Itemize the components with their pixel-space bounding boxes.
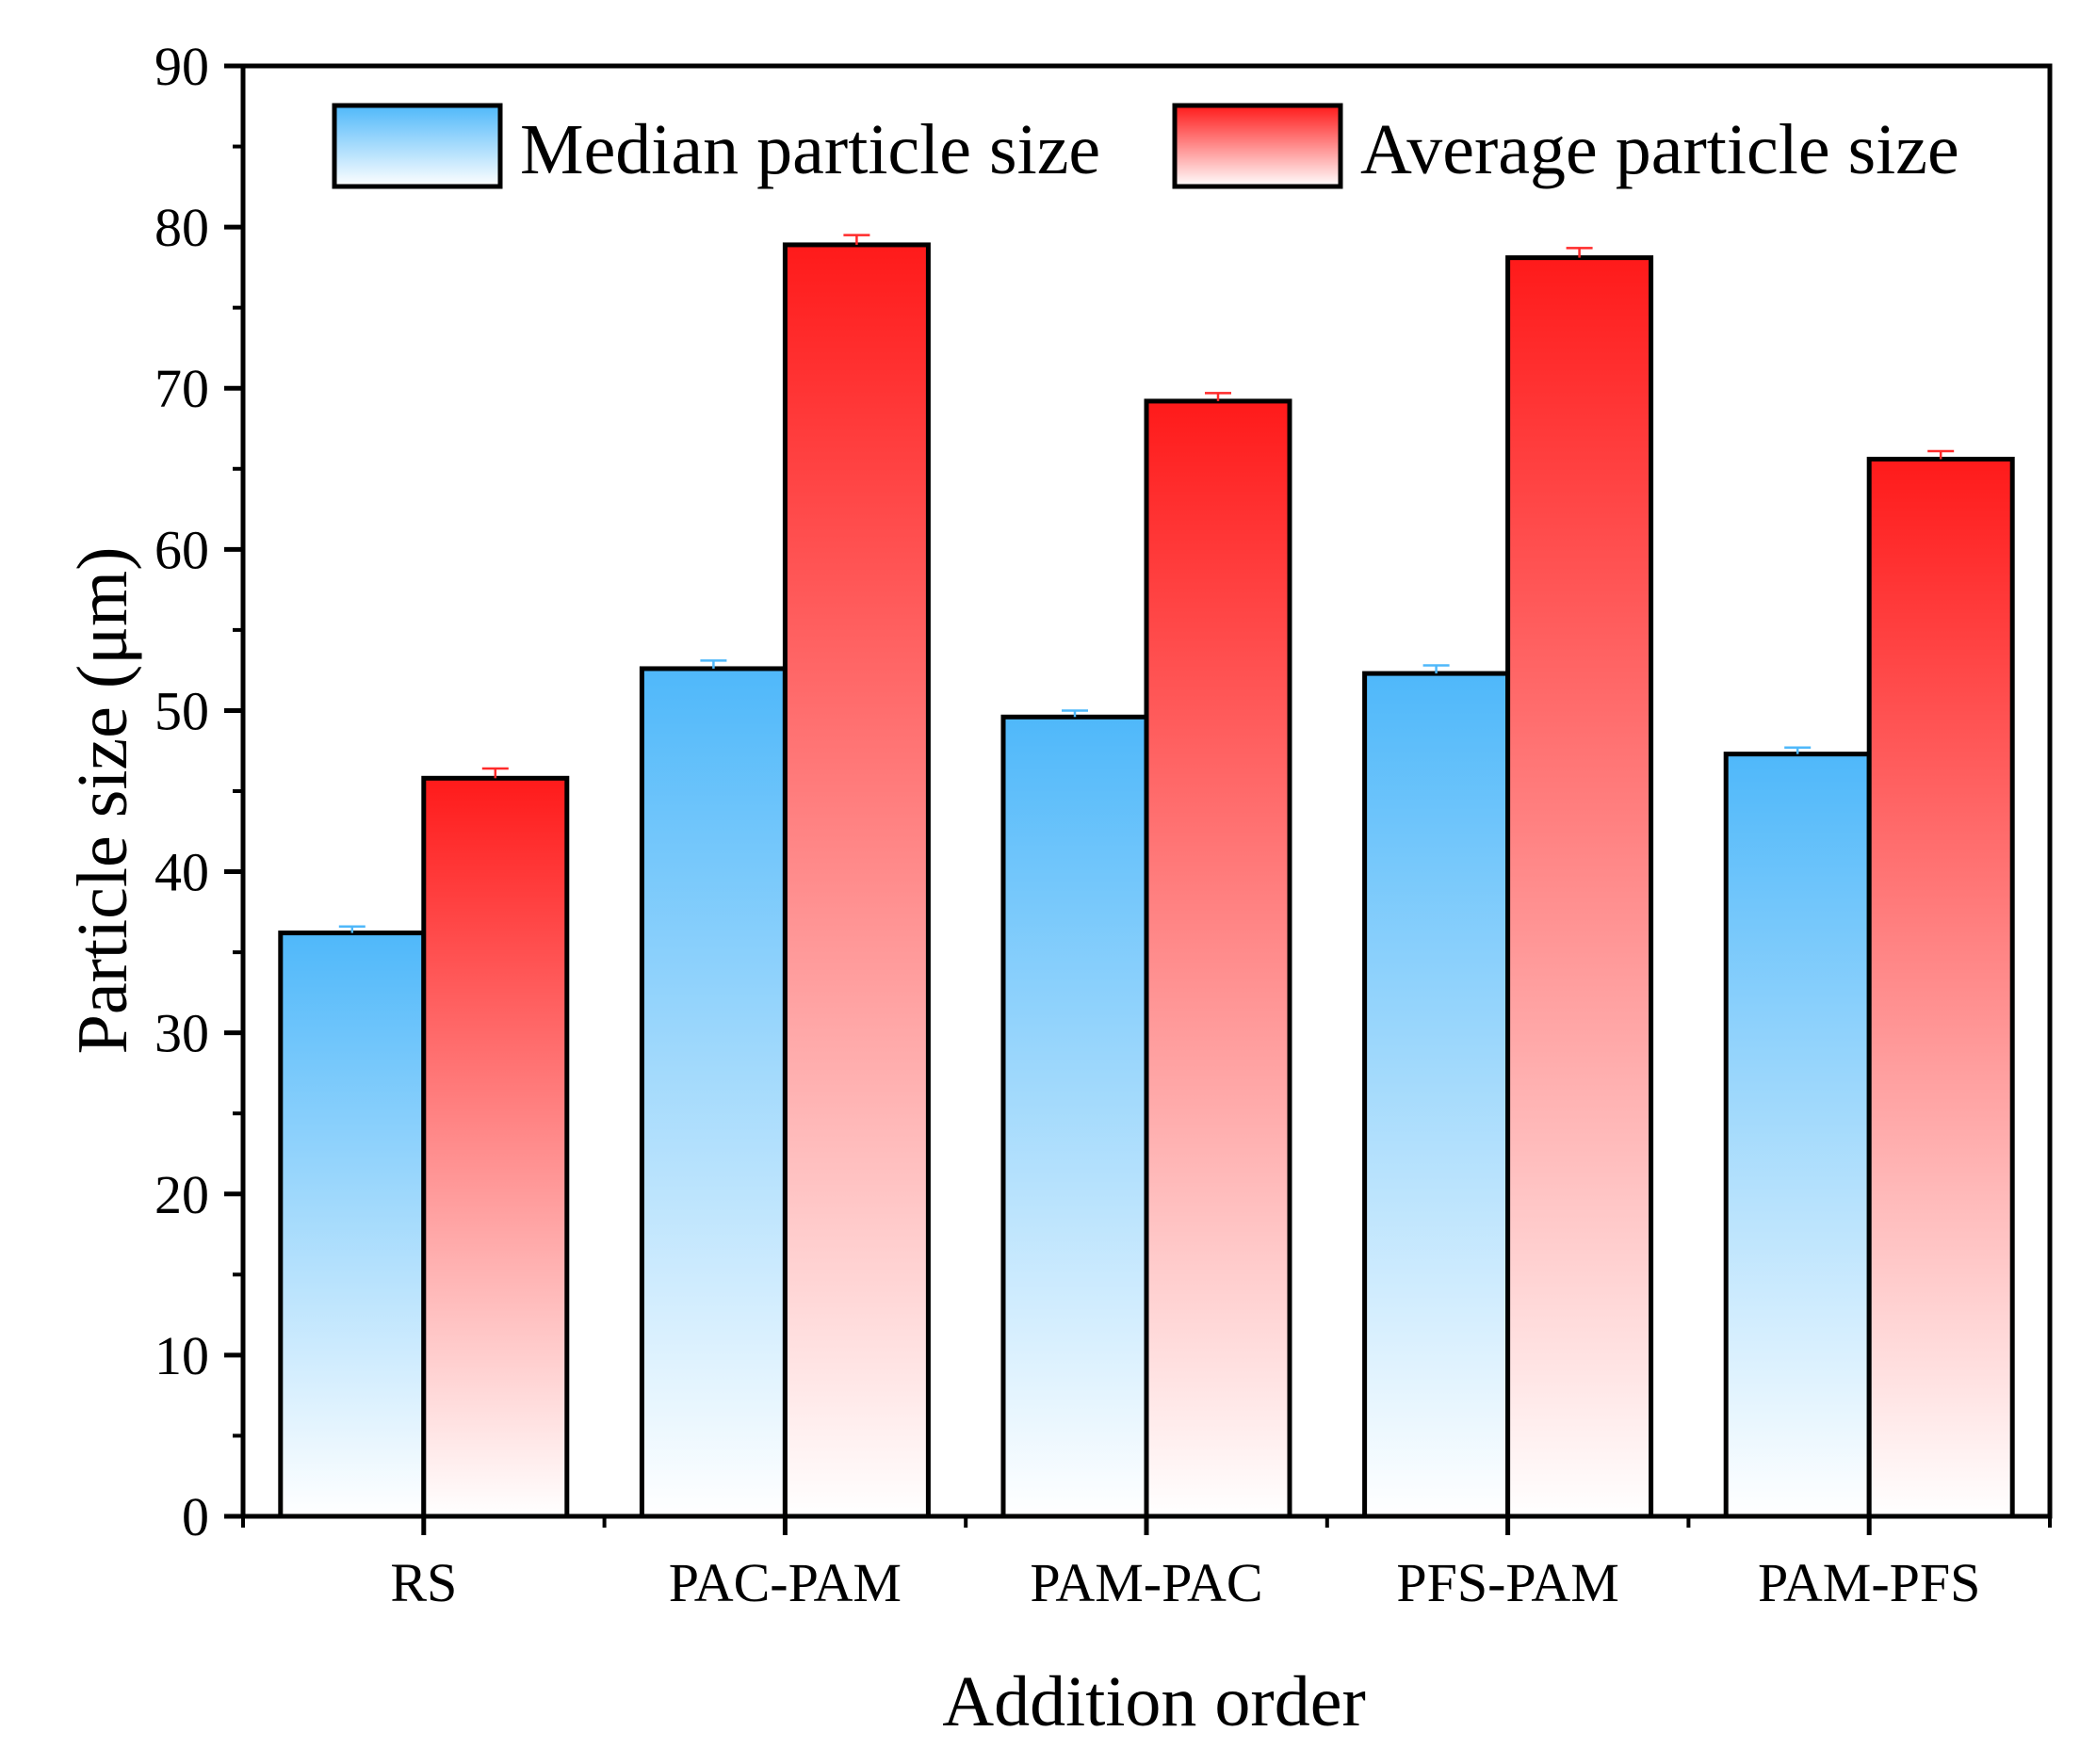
bar-average-pam-pfs [1866, 457, 2015, 1519]
y-tick-label: 10 [154, 1325, 209, 1386]
y-tick-label: 0 [182, 1486, 209, 1547]
bar-median-pam-pac [1000, 714, 1149, 1519]
error-bar-average-pfs-pam [1566, 247, 1593, 258]
error-bar-average-pam-pac [1205, 392, 1231, 401]
x-tick-label: PAM-PFS [1758, 1552, 1980, 1613]
y-tick-label: 80 [154, 197, 209, 258]
y-tick-label: 50 [154, 680, 209, 741]
y-tick-label: 90 [154, 36, 209, 97]
x-axis-title: Addition order [942, 1662, 1366, 1741]
error-bar-average-pam-pfs [1927, 449, 1955, 460]
bar-median-pfs-pam [1362, 671, 1511, 1519]
bar-average-pfs-pam [1505, 255, 1654, 1519]
error-bar-median-rs [338, 925, 366, 933]
bar-average-rs [421, 775, 570, 1519]
y-tick-label: 60 [154, 519, 209, 580]
x-tick-label: PAC-PAM [669, 1552, 902, 1613]
bar-median-pam-pfs [1723, 752, 1872, 1519]
x-tick-label: PFS-PAM [1396, 1552, 1618, 1613]
error-bar-average-rs [481, 767, 509, 779]
error-bar-median-pfs-pam [1422, 664, 1450, 674]
error-bar-median-pam-pac [1062, 709, 1088, 718]
error-bar-average-pac-pam [843, 234, 870, 245]
legend-label-average: Average particle size [1360, 110, 1959, 189]
bar-median-rs [278, 931, 427, 1519]
x-tick-label: RS [390, 1552, 457, 1613]
y-tick-label: 30 [154, 1003, 209, 1064]
bar-average-pam-pac [1144, 398, 1292, 1519]
legend-label-median: Median particle size [520, 110, 1100, 189]
bar-average-pac-pam [782, 242, 931, 1519]
error-bars-layer [338, 234, 1955, 933]
error-bar-median-pam-pfs [1784, 746, 1812, 754]
bar-median-pac-pam [639, 666, 788, 1519]
y-axis-title: Particle size (μm) [63, 547, 142, 1055]
legend: Median particle size Average particle si… [332, 103, 1959, 189]
legend-swatch-average [1172, 103, 1343, 189]
error-bar-median-pac-pam [700, 659, 727, 669]
y-tick-label: 20 [154, 1164, 209, 1225]
axes-layer: 0 10 20 30 40 50 60 70 80 90 RS PAC-PAM PAM-PAC PFS-P… [154, 36, 2052, 1613]
x-tick-label: PAM-PAC [1030, 1552, 1262, 1613]
y-tick-label: 40 [154, 842, 209, 903]
legend-swatch-median [332, 103, 503, 189]
y-tick-label: 70 [154, 358, 209, 419]
bars-layer [278, 242, 2015, 1519]
